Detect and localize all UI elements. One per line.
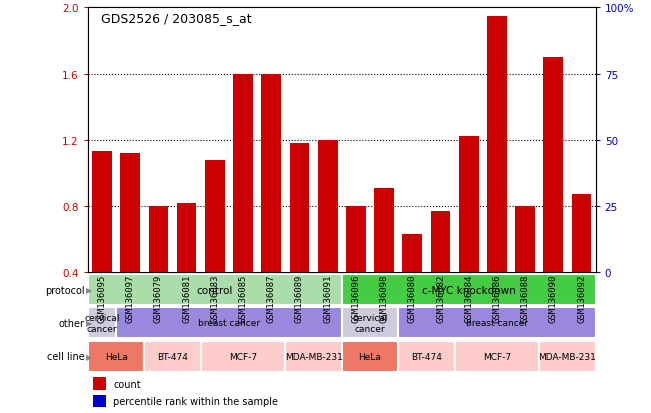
Text: GDS2526 / 203085_s_at: GDS2526 / 203085_s_at <box>101 12 251 25</box>
Text: cervical
cancer: cervical cancer <box>352 313 388 333</box>
Point <box>436 177 446 183</box>
Bar <box>92 152 112 339</box>
Point <box>266 16 277 22</box>
Text: protocol: protocol <box>45 285 85 295</box>
Bar <box>539 341 596 372</box>
Bar <box>544 58 563 339</box>
Text: c-MYC knockdown: c-MYC knockdown <box>422 285 516 295</box>
Point <box>351 124 361 131</box>
Bar <box>88 308 116 339</box>
Bar <box>93 395 105 407</box>
Text: control: control <box>197 285 233 295</box>
Bar <box>116 308 342 339</box>
Bar <box>342 341 398 372</box>
Bar <box>120 154 140 339</box>
Bar <box>201 341 285 372</box>
Text: ▶: ▶ <box>86 286 92 294</box>
Bar <box>318 140 337 339</box>
Point <box>182 137 192 144</box>
Point <box>464 39 474 46</box>
Text: breast cancer: breast cancer <box>198 319 260 328</box>
Point <box>379 97 389 104</box>
Bar <box>233 74 253 339</box>
Bar <box>145 341 201 372</box>
Bar <box>572 195 591 339</box>
Bar <box>88 341 145 372</box>
Point <box>322 45 333 51</box>
Bar <box>205 160 225 339</box>
Bar <box>398 308 596 339</box>
Text: cervical
cancer: cervical cancer <box>84 313 120 333</box>
Text: ▶: ▶ <box>86 352 92 361</box>
Text: HeLa: HeLa <box>105 352 128 361</box>
Point <box>576 195 587 202</box>
Bar <box>487 17 507 339</box>
Text: ▶: ▶ <box>86 319 92 328</box>
Bar <box>402 235 422 339</box>
Bar <box>262 74 281 339</box>
Text: BT-474: BT-474 <box>411 352 442 361</box>
Point <box>548 195 559 202</box>
Bar <box>454 341 539 372</box>
Point <box>153 150 163 157</box>
Bar <box>459 137 478 339</box>
Bar <box>285 341 342 372</box>
Text: MCF-7: MCF-7 <box>483 352 511 361</box>
Point <box>492 10 502 17</box>
Bar <box>148 206 168 339</box>
Point <box>294 50 305 57</box>
Bar <box>93 377 105 389</box>
Bar <box>290 144 309 339</box>
Point <box>210 84 220 91</box>
Bar <box>342 308 398 339</box>
Point <box>407 224 417 231</box>
Point <box>520 13 531 19</box>
Text: MCF-7: MCF-7 <box>229 352 257 361</box>
Point <box>125 58 135 64</box>
Bar <box>342 275 596 306</box>
Bar <box>516 206 535 339</box>
Point <box>97 52 107 59</box>
Text: MDA-MB-231: MDA-MB-231 <box>538 352 596 361</box>
Text: breast cancer: breast cancer <box>466 319 528 328</box>
Text: BT-474: BT-474 <box>157 352 188 361</box>
Text: other: other <box>59 318 85 328</box>
Text: HeLa: HeLa <box>359 352 381 361</box>
Bar <box>431 211 450 339</box>
Bar <box>88 275 342 306</box>
Text: MDA-MB-231: MDA-MB-231 <box>284 352 342 361</box>
Bar <box>398 341 454 372</box>
Text: cell line: cell line <box>47 351 85 361</box>
Bar <box>346 206 366 339</box>
Text: count: count <box>113 379 141 389</box>
Text: percentile rank within the sample: percentile rank within the sample <box>113 396 278 406</box>
Bar <box>177 203 197 339</box>
Point <box>238 13 248 19</box>
Bar <box>374 188 394 339</box>
